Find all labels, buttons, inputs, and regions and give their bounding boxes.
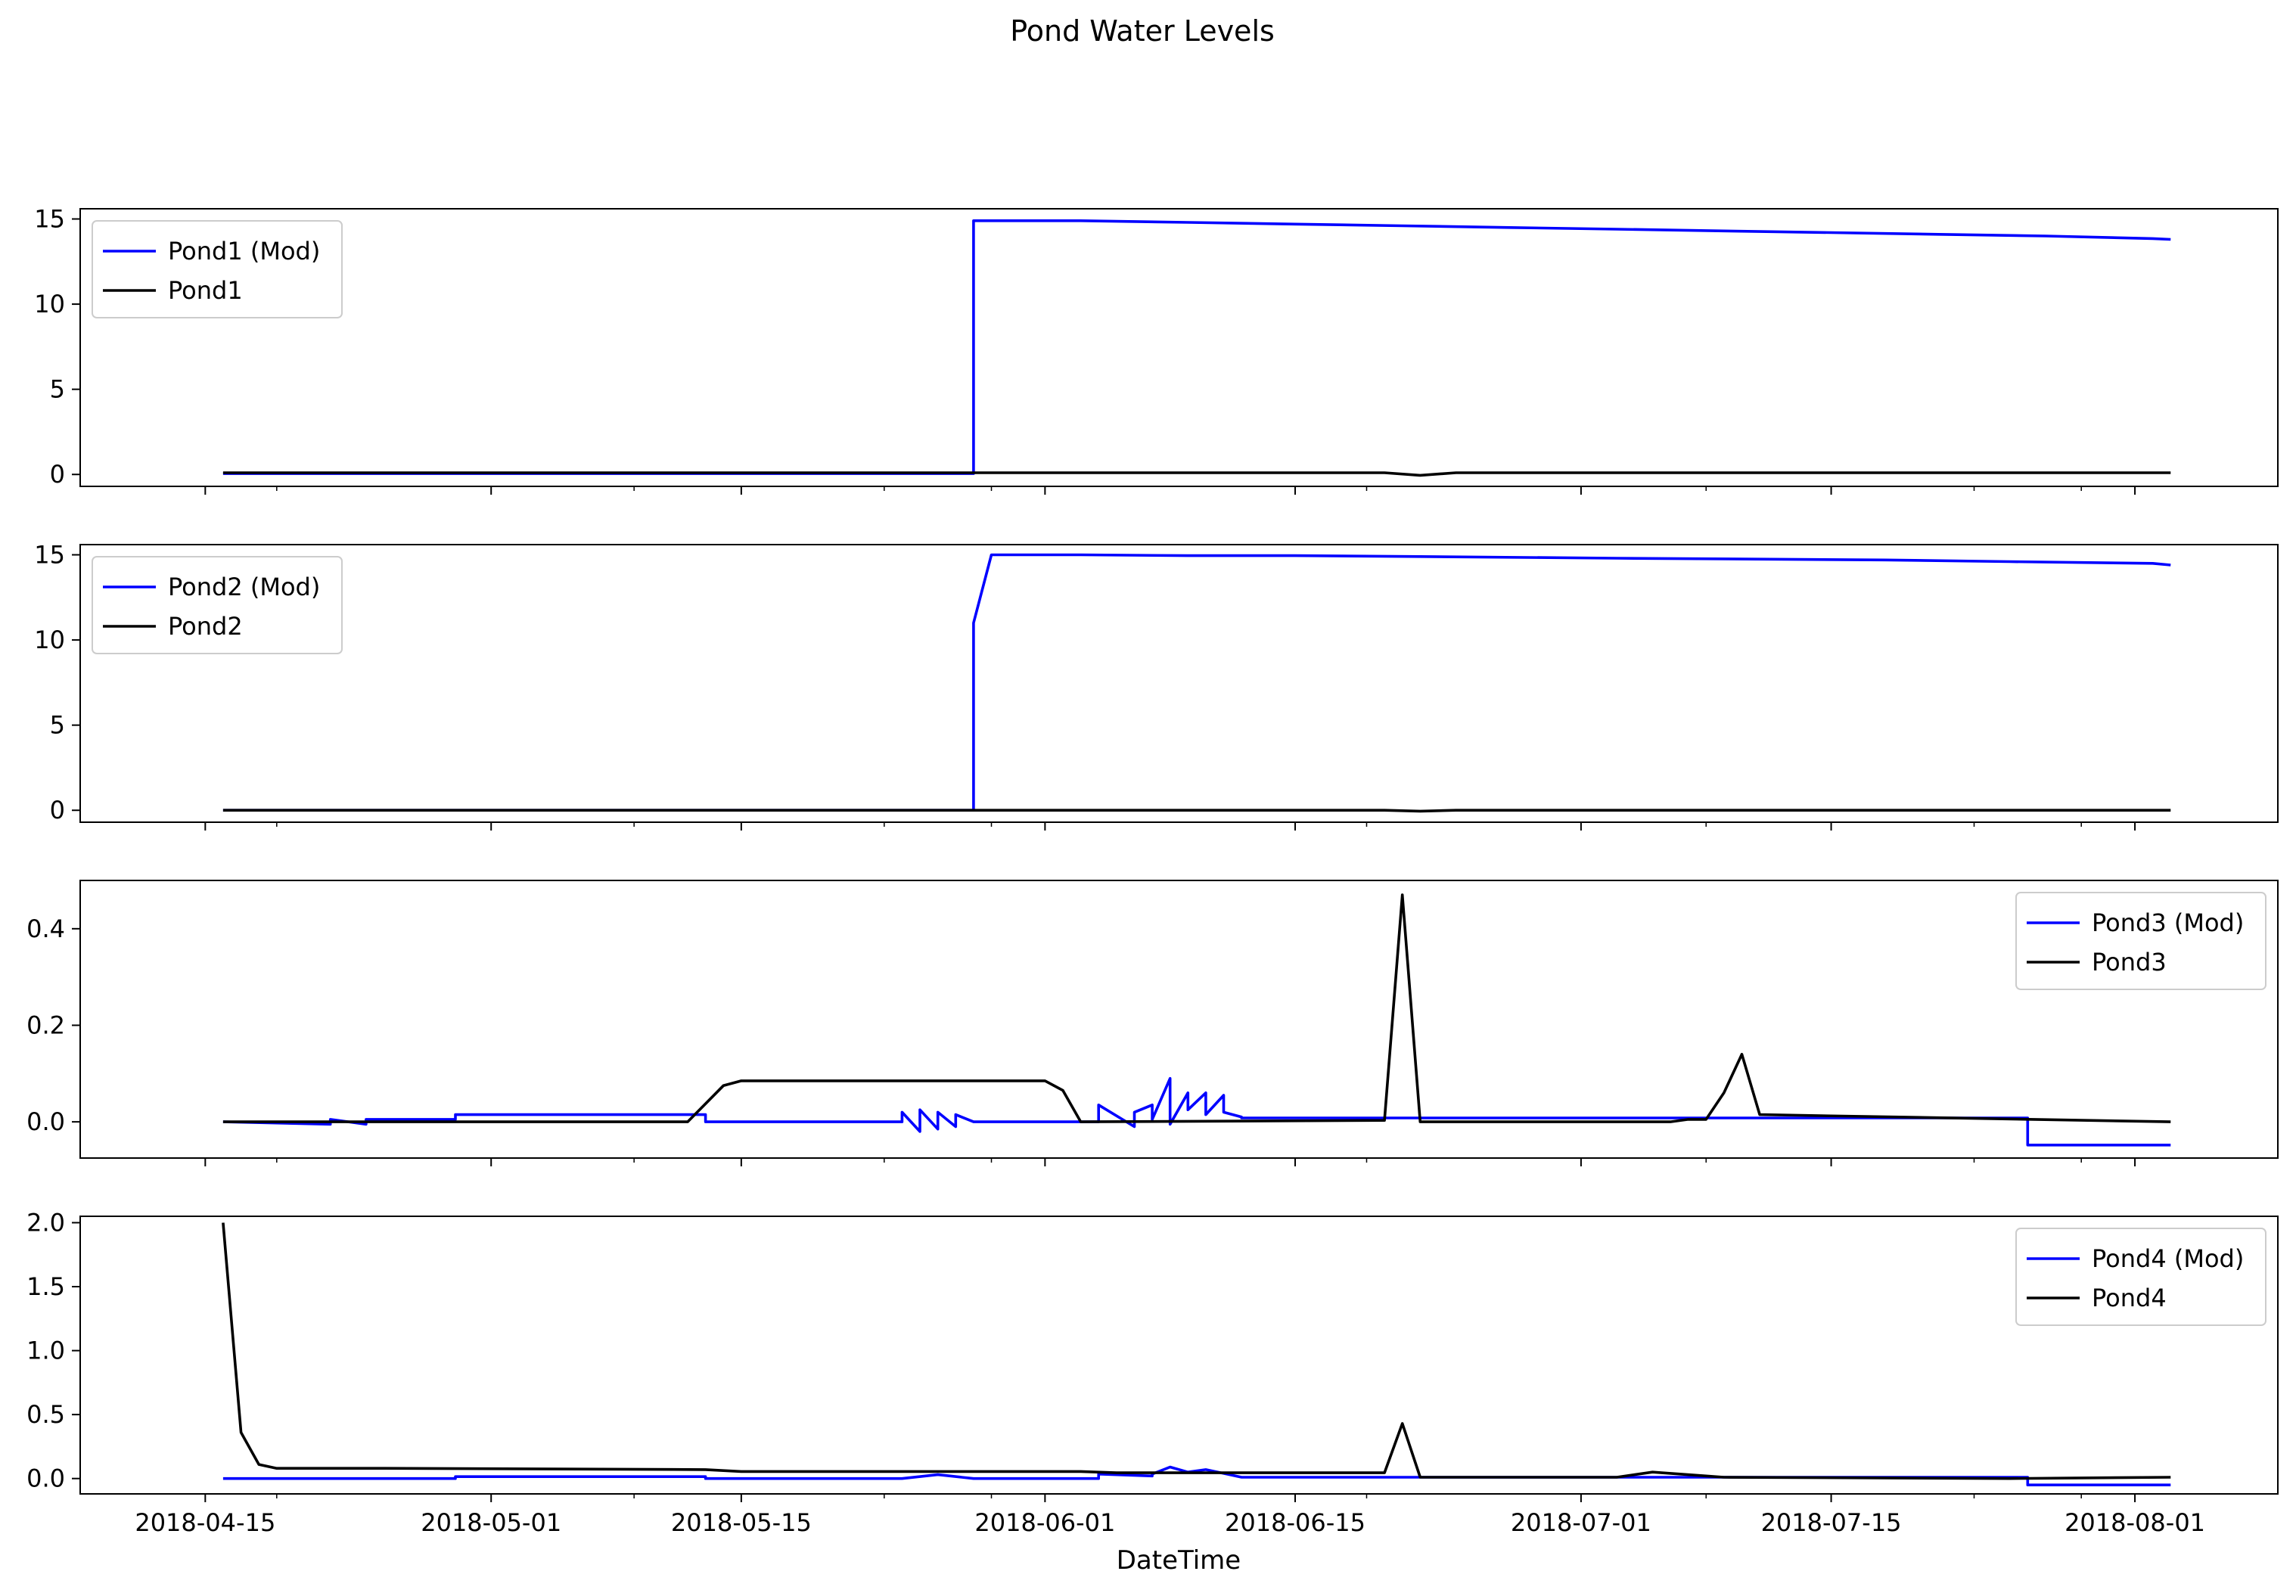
y-tick-label: 0.4: [26, 914, 65, 943]
subplot-2: 0 5 10 15 Pond2 (Mod) Pond2: [34, 541, 2279, 831]
y-tick-label: 10: [34, 626, 65, 654]
x-tick-label: 2018-05-01: [421, 1508, 561, 1537]
legend: Pond2 (Mod) Pond2: [92, 556, 343, 654]
subplot-1: 0 5 10 15 Pond1 (Mod) Pond1: [34, 205, 2279, 495]
axes-frame: [79, 208, 2279, 487]
y-tick-label: 5: [50, 711, 65, 740]
y-tick-label: 0.0: [26, 1464, 65, 1493]
legend: Pond3 (Mod) Pond3: [2015, 892, 2266, 990]
legend-entry: Pond2: [168, 612, 243, 641]
legend-box: [2015, 1228, 2266, 1326]
y-tick-label: 1.0: [26, 1337, 65, 1365]
legend-entry: Pond3 (Mod): [2092, 908, 2244, 937]
legend: Pond4 (Mod) Pond4: [2015, 1228, 2266, 1326]
legend-entry: Pond1: [168, 276, 243, 305]
legend-box: [2015, 892, 2266, 990]
x-tick-label: 2018-06-15: [1225, 1508, 1365, 1537]
y-tick-label: 0.2: [26, 1011, 65, 1039]
x-axis-label: DateTime: [1117, 1545, 1241, 1576]
y-tick-label: 5: [50, 375, 65, 404]
series-line-pond2: [222, 809, 2171, 813]
series-line-pond3: [222, 893, 2171, 1123]
series-line-pond4-mod: [222, 1465, 2171, 1486]
subplot-3: 0.0 0.2 0.4 Pond3 (Mod) Pond3: [26, 880, 2279, 1166]
x-tick-label: 2018-06-01: [974, 1508, 1115, 1537]
x-tick-label: 2018-05-15: [671, 1508, 812, 1537]
x-tick-label: 2018-04-15: [135, 1508, 275, 1537]
chart-title: Pond Water Levels: [1010, 14, 1275, 48]
legend-box: [92, 220, 343, 318]
y-tick-label: 0.5: [26, 1400, 65, 1429]
x-tick-label: 2018-08-01: [2065, 1508, 2205, 1537]
axes-frame: [79, 544, 2279, 823]
legend-entry: Pond4 (Mod): [2092, 1244, 2244, 1273]
y-tick-label: 10: [34, 290, 65, 318]
legend: Pond1 (Mod) Pond1: [92, 220, 343, 318]
legend-entry: Pond4: [2092, 1284, 2167, 1312]
series-line-pond1: [222, 471, 2171, 477]
axes-frame: [79, 880, 2279, 1159]
subplot-4: 0.0 0.5 1.0 1.5 2.0 2018-04-15 2018-05-01 2018-…: [26, 1208, 2279, 1537]
legend-box: [92, 556, 343, 654]
axes-frame: [79, 1216, 2279, 1495]
y-tick-label: 0.0: [26, 1107, 65, 1136]
legend-entry: Pond1 (Mod): [168, 237, 320, 265]
y-tick-label: 0: [50, 796, 65, 824]
series-line-pond4: [222, 1222, 2171, 1480]
series-line-pond2-mod: [222, 553, 2171, 812]
x-tick-label: 2018-07-15: [1761, 1508, 1902, 1537]
x-tick-label: 2018-07-01: [1511, 1508, 1651, 1537]
y-tick-label: 0: [50, 460, 65, 489]
y-tick-label: 15: [34, 205, 65, 234]
legend-entry: Pond2 (Mod): [168, 573, 320, 601]
y-tick-label: 2.0: [26, 1208, 65, 1237]
y-tick-label: 15: [34, 541, 65, 570]
series-line-pond3-mod: [222, 1076, 2171, 1147]
y-tick-label: 1.5: [26, 1272, 65, 1301]
legend-entry: Pond3: [2092, 948, 2167, 977]
series-line-pond1-mod: [222, 219, 2171, 475]
